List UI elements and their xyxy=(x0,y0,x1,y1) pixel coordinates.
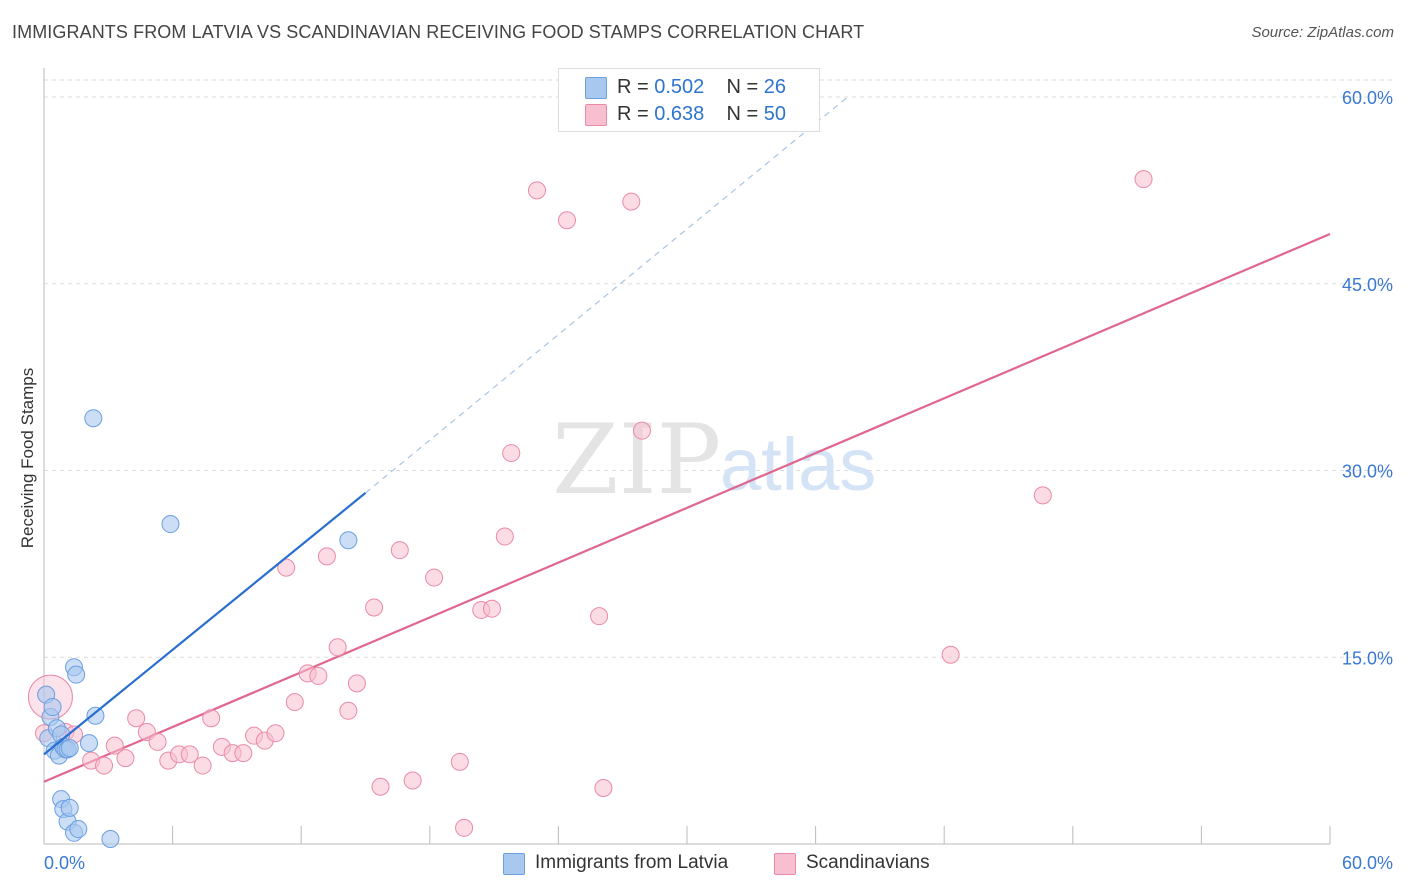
x-tick-label-min: 0.0% xyxy=(44,853,85,873)
scandinavian-point xyxy=(193,756,212,775)
y-axis-label: Receiving Food Stamps xyxy=(18,367,37,549)
scandinavian-point xyxy=(390,541,409,560)
latvia-point xyxy=(60,739,79,758)
scandinavian-point xyxy=(482,599,501,618)
scandinavian-point xyxy=(180,745,199,764)
y-tick-label: 45.0% xyxy=(1342,275,1393,295)
scandinavian-point xyxy=(116,749,135,768)
stats-legend: R = 0.502 N = 26 R = 0.638 N = 50 xyxy=(558,68,820,132)
source-label: Source: ZipAtlas.com xyxy=(1251,24,1394,41)
scandinavian-n-label: N = xyxy=(726,103,764,125)
latvia-r-value: 0.502 xyxy=(654,76,705,98)
scandinavian-point xyxy=(941,645,960,664)
scandinavian-point xyxy=(1134,170,1153,189)
scandinavian-swatch xyxy=(585,104,607,126)
latvia-point xyxy=(60,798,79,817)
latvia-point xyxy=(101,830,120,849)
bottom-latvia-swatch xyxy=(503,853,525,875)
chart-title: IMMIGRANTS FROM LATVIA VS SCANDINAVIAN R… xyxy=(12,22,865,42)
scandinavian-point xyxy=(594,778,613,797)
latvia-point xyxy=(69,820,88,839)
scandinavian-point xyxy=(527,181,546,200)
scandinavian-point xyxy=(127,709,146,728)
watermark-atlas: atlas xyxy=(720,423,876,506)
scandinavian-point xyxy=(347,674,366,693)
latvia-point xyxy=(67,665,86,684)
bottom-scandinavian-swatch xyxy=(774,853,796,875)
scandinavian-point xyxy=(339,701,358,720)
scandinavian-r-value: 0.638 xyxy=(654,103,705,125)
latvia-point xyxy=(43,698,62,717)
trend-lines xyxy=(43,96,1331,783)
latvia-r-label: R = xyxy=(617,76,655,98)
scandinavian-point xyxy=(234,744,253,763)
latvia-point xyxy=(80,734,99,753)
scandinavian-point xyxy=(495,527,514,546)
y-tick-label: 60.0% xyxy=(1342,88,1393,108)
y-tick-label: 15.0% xyxy=(1342,648,1393,668)
scandinavian-point xyxy=(450,752,469,771)
latvia-n-value: 26 xyxy=(763,76,787,98)
y-tick-label: 30.0% xyxy=(1342,462,1393,482)
latvia-point xyxy=(84,409,103,428)
axes xyxy=(43,68,1331,845)
scandinavian-point xyxy=(95,756,114,775)
scandinavian-point xyxy=(105,736,124,755)
latvia-trend-line xyxy=(43,492,367,756)
latvia-point xyxy=(339,531,358,550)
gridlines xyxy=(44,79,1396,658)
data-points xyxy=(27,170,1153,849)
scandinavian-trend-line xyxy=(43,232,1331,783)
latvia-trend-extension xyxy=(365,96,849,494)
bottom-scandinavian-label: Scandinavians xyxy=(806,852,930,873)
scandinavian-point xyxy=(403,771,422,790)
scandinavian-point xyxy=(371,777,390,796)
latvia-swatch xyxy=(585,77,607,99)
scandinavian-point xyxy=(557,211,576,230)
scandinavian-point xyxy=(285,693,304,712)
scandinavian-point xyxy=(425,568,444,587)
scandinavian-n-value: 50 xyxy=(763,103,787,125)
scandinavian-point xyxy=(502,444,521,463)
scandinavian-point xyxy=(632,421,651,440)
scandinavian-point xyxy=(309,666,328,685)
watermark: ZIP atlas xyxy=(552,404,876,516)
scandinavian-point xyxy=(365,598,384,617)
scandinavian-point xyxy=(328,638,347,657)
scandinavian-point xyxy=(455,818,474,837)
latvia-point xyxy=(86,706,105,725)
bottom-latvia-label: Immigrants from Latvia xyxy=(535,852,729,873)
scandinavian-point xyxy=(1033,486,1052,505)
scandinavian-point xyxy=(148,732,167,751)
scandinavian-point xyxy=(266,724,285,743)
latvia-n-label: N = xyxy=(726,76,764,98)
scandinavian-point xyxy=(622,192,641,211)
scandinavian-point xyxy=(590,607,609,626)
scandinavian-r-label: R = xyxy=(617,103,655,125)
scandinavian-point xyxy=(317,547,336,566)
watermark-zip: ZIP xyxy=(552,404,721,516)
x-tick-label-max: 60.0% xyxy=(1342,853,1393,873)
scandinavian-point xyxy=(277,558,296,577)
latvia-point xyxy=(161,515,180,534)
tick-labels: 15.0% 30.0% 45.0% 60.0% 0.0% 60.0% xyxy=(44,88,1393,873)
scandinavian-point xyxy=(202,709,221,728)
